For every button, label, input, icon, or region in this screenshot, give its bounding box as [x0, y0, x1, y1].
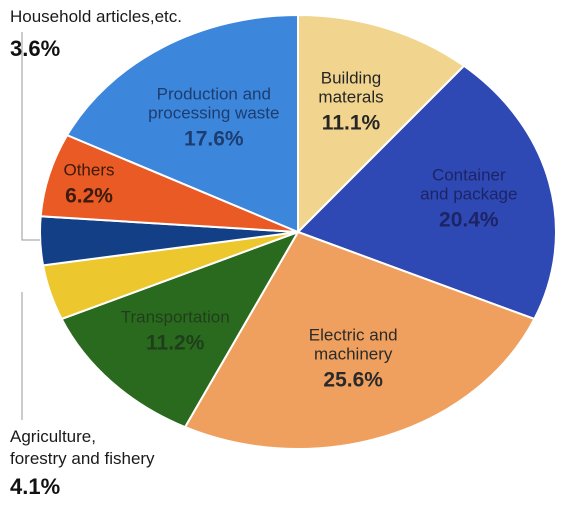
pie-slice-transportation: [60, 230, 301, 429]
slice-label-others: Others: [63, 160, 114, 179]
slice-value-electric-and-machinery: 25.6%: [323, 368, 383, 391]
slice-label-container-and-package: Container: [432, 165, 506, 184]
slice-value-transportation: 11.2%: [146, 332, 205, 355]
slice-value-building-materals: 11.1%: [322, 112, 381, 135]
outside-label-agriculture-forestry-and-fishery: Agriculture,: [10, 427, 96, 446]
slice-label-production-and-processing-waste: Production and: [157, 85, 271, 104]
pie-slice-electric-and-machinery: [183, 230, 536, 450]
slice-label-electric-and-machinery: Electric and: [309, 325, 398, 344]
outside-value-household-articles-etc: 3.6%: [10, 36, 60, 61]
pie-slice-production-and-processing-waste: [65, 13, 299, 234]
slice-value-others: 6.2%: [65, 184, 113, 207]
slice-label-building-materals: materals: [318, 88, 383, 107]
outside-label-household-articles-etc: Household articles,etc.: [10, 7, 182, 26]
slice-label-building-materals: Building: [321, 69, 382, 88]
slice-label-transportation: Transportation: [121, 308, 230, 327]
slice-value-production-and-processing-waste: 17.6%: [184, 128, 244, 151]
pie-slice-building-materals: [297, 13, 466, 235]
outside-label-agriculture-forestry-and-fishery: forestry and fishery: [10, 449, 155, 468]
leader-lines: [21, 32, 40, 420]
slice-value-container-and-package: 20.4%: [439, 208, 499, 231]
pie-slices: [39, 13, 557, 450]
outside-value-agriculture-forestry-and-fishery: 4.1%: [10, 474, 60, 499]
leader-line-household-articles-etc: [21, 32, 40, 241]
slice-label-container-and-package: and package: [420, 184, 517, 203]
slice-label-production-and-processing-waste: processing waste: [148, 104, 279, 123]
slice-label-electric-and-machinery: machinery: [314, 344, 393, 363]
